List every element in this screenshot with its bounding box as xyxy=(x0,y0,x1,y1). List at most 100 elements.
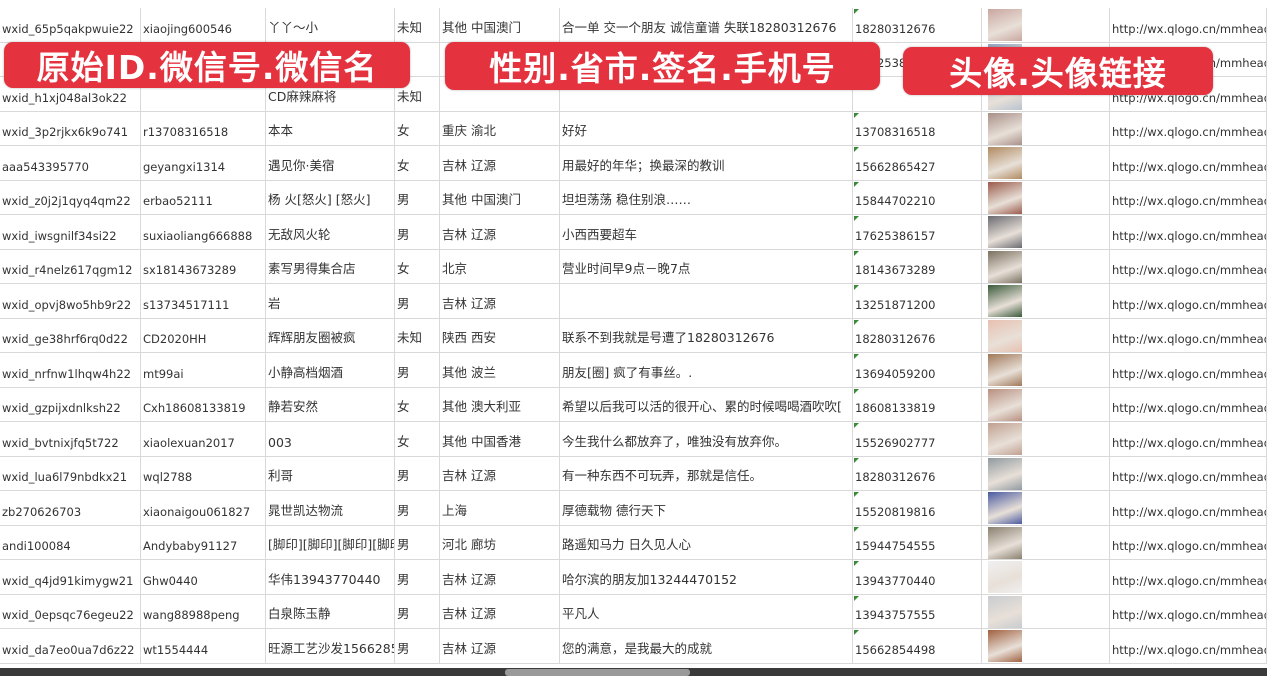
cell-region[interactable]: 河北 廊坊 xyxy=(440,525,560,559)
cell-avatar[interactable] xyxy=(982,284,1110,318)
cell-url[interactable]: http://wx.qlogo.cn/mmhead xyxy=(1110,249,1267,283)
cell-wx[interactable]: xiaonaigou061827 xyxy=(141,491,266,525)
cell-name[interactable]: 丫丫～小 xyxy=(266,8,395,42)
cell-avatar[interactable] xyxy=(982,215,1110,249)
cell-avatar[interactable] xyxy=(982,456,1110,490)
cell-region[interactable]: 北京 xyxy=(440,249,560,283)
cell-region[interactable]: 吉林 辽源 xyxy=(440,560,560,594)
cell-name[interactable]: 素写男得集合店 xyxy=(266,249,395,283)
cell-sex[interactable]: 男 xyxy=(395,353,440,387)
cell-sex[interactable] xyxy=(395,42,440,76)
cell-region[interactable]: 其他 中国澳门 xyxy=(440,8,560,42)
cell-avatar[interactable] xyxy=(982,111,1110,145)
cell-id[interactable]: wxid_0epsqc76egeu22 xyxy=(0,594,141,628)
cell-url[interactable]: http://wx.qlogo.cn/mmhead xyxy=(1110,491,1267,525)
cell-url[interactable]: http://wx.qlogo.cn/mmhead xyxy=(1110,560,1267,594)
cell-wx[interactable]: suxiaoliang666888 xyxy=(141,215,266,249)
cell-url[interactable]: http://wx.qlogo.cn/mmhead xyxy=(1110,422,1267,456)
cell-id[interactable]: wxid_z0j2j1qyq4qm22 xyxy=(0,180,141,214)
cell-region[interactable]: 吉林 辽源 xyxy=(440,456,560,490)
cell-id[interactable]: wxid_r4nelz617qgm12 xyxy=(0,249,141,283)
cell-sig[interactable]: 营业时间早9点－晚7点 xyxy=(560,249,853,283)
cell-sig[interactable]: 用最好的年华；换最深的教训 xyxy=(560,146,853,180)
cell-phone[interactable]: 18143673289 xyxy=(853,249,982,283)
cell-wx[interactable]: CD2020HH xyxy=(141,318,266,352)
cell-wx[interactable]: wang88988peng xyxy=(141,594,266,628)
cell-sig[interactable]: 平凡人 xyxy=(560,594,853,628)
cell-name[interactable]: 遇见你·美宿 xyxy=(266,146,395,180)
cell-wx[interactable] xyxy=(141,77,266,111)
cell-url[interactable]: http://wx.qlogo.cn/mmhead xyxy=(1110,180,1267,214)
cell-sex[interactable]: 男 xyxy=(395,594,440,628)
cell-region[interactable]: 吉林 辽源 xyxy=(440,146,560,180)
cell-sig[interactable]: 坦坦荡荡 稳住别浪…… xyxy=(560,180,853,214)
cell-region[interactable]: 其他 波兰 xyxy=(440,353,560,387)
cell-phone[interactable]: 17625386157 xyxy=(853,215,982,249)
cell-url[interactable]: http://wx.qlogo.cn/mmhead xyxy=(1110,284,1267,318)
cell-sex[interactable]: 女 xyxy=(395,146,440,180)
cell-id[interactable]: wxid_gzpijxdnlksh22 xyxy=(0,387,141,421)
cell-id[interactable]: zb270626703 xyxy=(0,491,141,525)
cell-url[interactable]: http://wx.qlogo.cn/mmhead xyxy=(1110,456,1267,490)
cell-name[interactable]: 静若安然 xyxy=(266,387,395,421)
cell-name[interactable]: [脚印][脚印][脚印][脚印] xyxy=(266,525,395,559)
cell-phone[interactable]: 15662865427 xyxy=(853,146,982,180)
cell-sex[interactable]: 未知 xyxy=(395,318,440,352)
cell-id[interactable]: wxid_iwsgnilf34si22 xyxy=(0,215,141,249)
cell-avatar[interactable] xyxy=(982,180,1110,214)
cell-wx[interactable]: wql2788 xyxy=(141,456,266,490)
cell-url[interactable]: http://wx.qlogo.cn/mmhead xyxy=(1110,525,1267,559)
cell-avatar[interactable] xyxy=(982,387,1110,421)
cell-sex[interactable]: 女 xyxy=(395,111,440,145)
cell-sig[interactable]: 好好 xyxy=(560,111,853,145)
cell-avatar[interactable] xyxy=(982,560,1110,594)
cell-name[interactable]: 无敌风火轮 xyxy=(266,215,395,249)
cell-name[interactable]: 杨 火[怒火] [怒火] xyxy=(266,180,395,214)
cell-region[interactable]: 吉林 辽源 xyxy=(440,594,560,628)
cell-id[interactable]: andi100084 xyxy=(0,525,141,559)
cell-region[interactable] xyxy=(440,77,560,111)
cell-sig[interactable]: 今生我什么都放弃了，唯独没有放弃你。 xyxy=(560,422,853,456)
cell-region[interactable]: 吉林 辽源 xyxy=(440,629,560,663)
cell-region[interactable]: 吉林 辽源 xyxy=(440,284,560,318)
cell-sig[interactable] xyxy=(560,284,853,318)
cell-wx[interactable]: r13708316518 xyxy=(141,111,266,145)
cell-phone[interactable]: 18280312676 xyxy=(853,8,982,42)
cell-name[interactable]: 小静高档烟酒 xyxy=(266,353,395,387)
cell-wx[interactable]: xiaolexuan2017 xyxy=(141,422,266,456)
cell-id[interactable]: aaa543395770 xyxy=(0,146,141,180)
cell-sig[interactable]: 哈尔滨的朋友加13244470152 xyxy=(560,560,853,594)
cell-phone[interactable]: 18608133819 xyxy=(853,387,982,421)
cell-sig[interactable]: 合一单 交一个朋友 诚信童谱 失联18280312676 xyxy=(560,8,853,42)
cell-sex[interactable]: 男 xyxy=(395,629,440,663)
cell-sex[interactable]: 男 xyxy=(395,284,440,318)
cell-url[interactable]: http://wx.qlogo.cn/mmhead xyxy=(1110,353,1267,387)
cell-name[interactable]: 晁世凯达物流 xyxy=(266,491,395,525)
cell-sex[interactable]: 未知 xyxy=(395,77,440,111)
cell-wx[interactable]: Andybaby91127 xyxy=(141,525,266,559)
cell-name[interactable]: 华伟13943770440 xyxy=(266,560,395,594)
cell-avatar[interactable] xyxy=(982,491,1110,525)
cell-sig[interactable]: 联系不到我就是号遭了18280312676 xyxy=(560,318,853,352)
cell-name[interactable]: 旺源工艺沙发15662854 xyxy=(266,629,395,663)
cell-phone[interactable]: 13708316518 xyxy=(853,111,982,145)
cell-url[interactable]: http://wx.qlogo.cn/mmhead xyxy=(1110,629,1267,663)
cell-id[interactable]: wxid_bvtnixjfq5t722 xyxy=(0,422,141,456)
cell-sex[interactable]: 男 xyxy=(395,180,440,214)
cell-wx[interactable]: Ghw0440 xyxy=(141,560,266,594)
cell-id[interactable]: wxid_da7eo0ua7d6z22 xyxy=(0,629,141,663)
cell-avatar[interactable] xyxy=(982,353,1110,387)
cell-sig[interactable]: 路遥知马力 日久见人心 xyxy=(560,525,853,559)
cell-id[interactable]: wxid_opvj8wo5hb9r22 xyxy=(0,284,141,318)
cell-url[interactable]: http://wx.qlogo.cn/mmhead xyxy=(1110,8,1267,42)
cell-sex[interactable]: 女 xyxy=(395,249,440,283)
cell-id[interactable]: wxid_h1xj048al3ok22 xyxy=(0,77,141,111)
cell-avatar[interactable] xyxy=(982,8,1110,42)
cell-phone[interactable]: 15662854498 xyxy=(853,629,982,663)
cell-url[interactable]: http://wx.qlogo.cn/mmhead xyxy=(1110,594,1267,628)
cell-avatar[interactable] xyxy=(982,629,1110,663)
cell-wx[interactable]: geyangxi1314 xyxy=(141,146,266,180)
cell-avatar[interactable] xyxy=(982,594,1110,628)
cell-avatar[interactable] xyxy=(982,318,1110,352)
cell-sig[interactable]: 厚德载物 德行天下 xyxy=(560,491,853,525)
